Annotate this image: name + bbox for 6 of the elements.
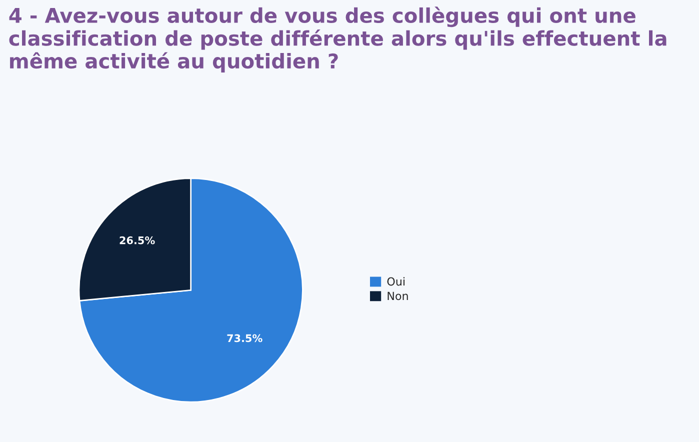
pie-slice [78,178,304,403]
data-label: 73.5% [227,334,262,342]
legend-label: Non [388,292,408,300]
legend-label: Oui [387,277,404,286]
chart-title: 4 - Avez-vous autour de vous des collègues qui ont une classification de poste différente alors qu'ils effectuent la même activité au quotidien ? [9,6,666,73]
data-label: 26.5% [120,236,155,244]
